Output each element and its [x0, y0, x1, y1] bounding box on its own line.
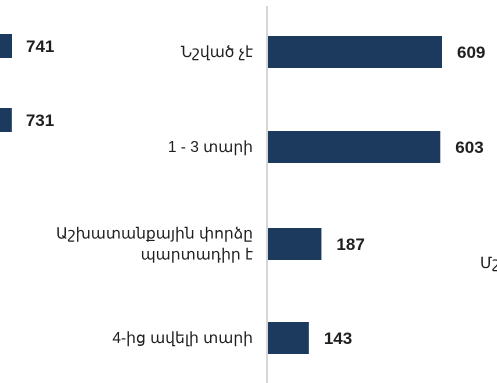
bar-3: [268, 322, 309, 354]
category-label-line: Աշխատանքային փորձը: [56, 226, 253, 243]
category-label-2: Աշխատանքային փորձը պարտադիր է: [56, 226, 253, 264]
left-value-label-1: 731: [26, 111, 54, 130]
category-label-line: 1 - 3 տարի: [168, 139, 253, 156]
category-label-line: պարտադիր է: [141, 247, 253, 264]
cropped-label: Մշ: [480, 255, 497, 272]
bar-2: [268, 228, 322, 260]
value-label-3: 143: [324, 329, 352, 348]
value-label-0: 609: [457, 43, 485, 62]
category-label-3: 4-ից ավելի տարի: [112, 330, 253, 347]
left-value-label-0: 741: [26, 37, 54, 56]
bar-1: [268, 131, 441, 163]
left-bar-1: [0, 108, 12, 132]
left-bar-0: [0, 34, 12, 58]
value-label-2: 187: [336, 235, 364, 254]
category-label-line: Նշված չէ: [181, 44, 253, 61]
category-label-0: Նշված չէ: [181, 44, 253, 61]
value-label-1: 603: [455, 138, 483, 157]
category-label-line: 4-ից ավելի տարի: [112, 330, 253, 347]
category-label-1: 1 - 3 տարի: [168, 139, 253, 156]
bar-0: [268, 36, 442, 68]
